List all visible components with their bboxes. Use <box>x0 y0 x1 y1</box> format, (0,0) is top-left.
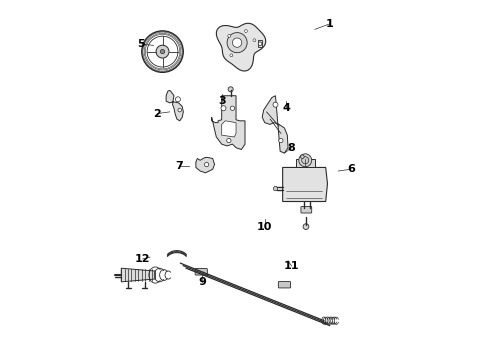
Circle shape <box>142 31 183 72</box>
Circle shape <box>245 30 247 32</box>
Circle shape <box>230 54 233 57</box>
Circle shape <box>303 224 309 229</box>
Circle shape <box>279 138 283 143</box>
Text: 2: 2 <box>153 109 161 119</box>
Text: 8: 8 <box>288 143 295 153</box>
Circle shape <box>175 97 180 102</box>
Circle shape <box>232 38 242 47</box>
Circle shape <box>156 45 169 58</box>
Polygon shape <box>262 96 288 153</box>
Polygon shape <box>212 96 245 149</box>
FancyBboxPatch shape <box>278 282 291 288</box>
Polygon shape <box>166 90 183 121</box>
Text: 1: 1 <box>325 19 333 29</box>
Circle shape <box>299 154 312 167</box>
Circle shape <box>273 186 278 191</box>
Text: 6: 6 <box>347 164 355 174</box>
Circle shape <box>253 39 256 42</box>
Polygon shape <box>196 157 215 173</box>
FancyBboxPatch shape <box>195 269 207 275</box>
Circle shape <box>227 138 231 143</box>
Circle shape <box>258 42 262 45</box>
Circle shape <box>228 87 233 92</box>
Circle shape <box>147 36 178 67</box>
Text: 10: 10 <box>257 222 272 231</box>
Text: 4: 4 <box>282 103 290 113</box>
Circle shape <box>230 106 235 111</box>
Circle shape <box>302 157 309 164</box>
Polygon shape <box>296 159 315 167</box>
Polygon shape <box>122 268 155 282</box>
Text: 12: 12 <box>135 254 150 264</box>
Circle shape <box>300 155 304 158</box>
Circle shape <box>221 106 226 111</box>
Polygon shape <box>217 23 266 71</box>
Polygon shape <box>221 121 236 137</box>
Circle shape <box>228 35 231 37</box>
Text: 5: 5 <box>137 39 145 49</box>
Circle shape <box>273 102 278 107</box>
FancyBboxPatch shape <box>301 207 312 213</box>
Circle shape <box>227 33 247 53</box>
Circle shape <box>178 108 181 112</box>
Polygon shape <box>258 40 262 47</box>
Text: 9: 9 <box>198 277 206 287</box>
Text: 11: 11 <box>284 261 299 271</box>
Text: 3: 3 <box>218 96 225 106</box>
Circle shape <box>160 49 165 54</box>
Polygon shape <box>283 167 327 202</box>
Circle shape <box>204 162 209 167</box>
Text: 7: 7 <box>175 161 183 171</box>
